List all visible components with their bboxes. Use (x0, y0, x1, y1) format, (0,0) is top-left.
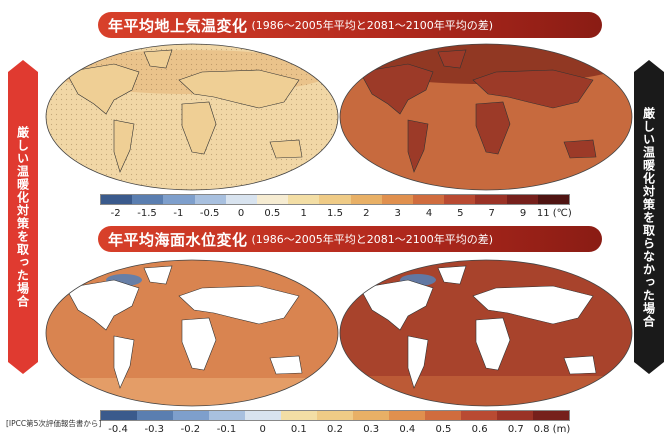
legend-tick-label: 0 (237, 208, 245, 219)
legend-swatch (461, 411, 497, 420)
legend-tick-label: 3 (394, 208, 401, 219)
legend-tick-label: -0.1 (216, 424, 237, 435)
legend-swatch (444, 195, 476, 204)
legend-swatch (173, 411, 209, 420)
legend-swatch (389, 411, 425, 420)
legend-tick-label: 0.7 (507, 424, 524, 435)
legend-tick-label: 7 (488, 208, 495, 219)
legend-swatch (281, 411, 317, 420)
legend-swatch (319, 195, 351, 204)
title-temperature-main: 年平均地上気温変化 (108, 16, 248, 35)
legend-tick-label: 9 (519, 208, 527, 219)
legend-swatch (132, 195, 164, 204)
legend-swatch (101, 411, 137, 420)
legend-swatch (475, 195, 507, 204)
legend-tick-label: 0.6 (471, 424, 488, 435)
legend-tick-label: 0.5 (435, 424, 452, 435)
legend-temperature: -2 -1.5 -1 -0.5 0 0.5 1 1.5 2 3 4 5 7 9 11 (℃) (100, 194, 572, 228)
legend-swatch (413, 195, 445, 204)
legend-tick-label: 4 (425, 208, 433, 219)
legend-tick-label: 11 (℃) (536, 208, 572, 219)
legend-swatch (194, 195, 226, 204)
title-sea-level-sub: (1986〜2005年平均と2081〜2100年平均の差) (251, 233, 494, 246)
title-temperature-banner: 年平均地上気温変化 (1986〜2005年平均と2081〜2100年平均の差) (98, 12, 602, 38)
legend-sea-level: -0.4 -0.3 -0.2 -0.1 0 0.1 0.2 0.3 0.4 0.5 0.6 0.7 0.… (100, 410, 570, 444)
legend-tick-label: -0.4 (108, 424, 128, 435)
title-temperature-sub: (1986〜2005年平均と2081〜2100年平均の差) (251, 19, 494, 32)
legend-swatch (163, 195, 195, 204)
legend-swatch (225, 195, 258, 204)
legend-tick-label: 2 (363, 208, 370, 219)
right-arrow-down-icon (634, 362, 664, 374)
legend-tick-label: 1 (300, 208, 307, 219)
map-sea-level-severe (339, 259, 633, 407)
legend-swatch (317, 411, 353, 420)
legend-swatch (209, 411, 245, 420)
legend-swatch (257, 195, 289, 204)
legend-tick-label: -1.5 (137, 208, 157, 219)
legend-temperature-bar (100, 194, 570, 205)
title-sea-level-banner: 年平均海面水位変化 (1986〜2005年平均と2081〜2100年平均の差) (98, 226, 602, 252)
legend-tick-label: -2 (110, 208, 121, 219)
legend-tick-label: 0.1 (290, 424, 307, 435)
title-sea-level-main: 年平均海面水位変化 (108, 230, 248, 249)
source-note: [IPCC第5次評価報告書から] (6, 419, 102, 428)
legend-tick-label: -0.3 (144, 424, 164, 435)
side-label-strict-measures: 厳しい温暖化対策を取った場合 (8, 72, 38, 362)
legend-swatch (506, 195, 538, 204)
legend-tick-label: 1.5 (327, 208, 343, 219)
map-temperature-mild (45, 43, 339, 191)
legend-swatch (245, 411, 281, 420)
legend-swatch (497, 411, 533, 420)
legend-tick-label: 5 (457, 208, 464, 219)
legend-swatch (137, 411, 173, 420)
right-arrow-up-icon (634, 60, 664, 72)
map-temperature-severe (339, 43, 633, 191)
legend-tick-label: 0.5 (264, 208, 281, 219)
legend-swatch (353, 411, 389, 420)
legend-swatch (381, 195, 414, 204)
legend-swatch (288, 195, 320, 204)
legend-tick-label: 0.2 (327, 424, 343, 435)
legend-tick-label: -0.2 (180, 424, 201, 435)
legend-tick-label: 0 (259, 424, 266, 435)
legend-tick-label: 0.4 (399, 424, 416, 435)
map-sea-level-mild (45, 259, 339, 407)
legend-tick-label: -0.5 (199, 208, 220, 219)
legend-swatch (350, 195, 382, 204)
legend-tick-label: -1 (173, 208, 184, 219)
left-arrow-down-icon (8, 362, 38, 374)
side-label-no-measures: 厳しい温暖化対策を取らなかった場合 (634, 72, 664, 362)
legend-tick-label: 0.8 (m) (533, 424, 571, 435)
legend-sea-level-bar (100, 410, 570, 421)
legend-swatch (101, 195, 133, 204)
legend-swatch (537, 195, 570, 204)
legend-swatch (533, 411, 569, 420)
left-arrow-up-icon (8, 60, 38, 72)
legend-swatch (425, 411, 461, 420)
legend-tick-label: 0.3 (363, 424, 380, 435)
